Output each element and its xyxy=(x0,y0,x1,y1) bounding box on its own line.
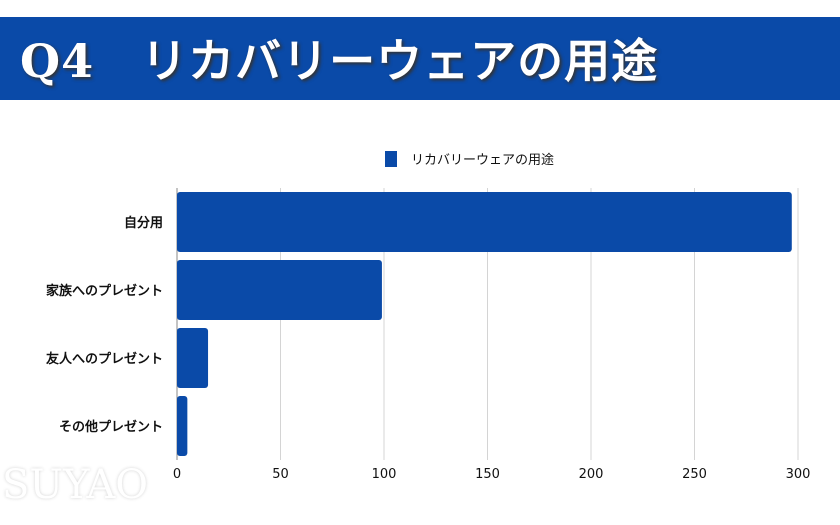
x-tick-label: 100 xyxy=(372,467,397,482)
watermark-logo: SUYAO xyxy=(2,462,149,508)
title-banner: Q4 リカバリーウェアの用途 xyxy=(0,17,840,100)
bar xyxy=(177,260,382,320)
legend-label: リカバリーウェアの用途 xyxy=(411,153,555,168)
y-category-label: 自分用 xyxy=(124,215,163,231)
legend: リカバリーウェアの用途 xyxy=(385,149,554,168)
bar xyxy=(177,396,188,456)
x-tick-label: 200 xyxy=(579,467,604,482)
legend-swatch xyxy=(385,150,397,167)
x-tick-label: 250 xyxy=(682,467,707,482)
bar xyxy=(177,192,792,252)
y-category-label: 友人へのプレゼント xyxy=(46,351,163,367)
y-category-label: 家族へのプレゼント xyxy=(46,283,163,299)
x-tick-label: 50 xyxy=(272,467,289,482)
y-category-label: その他プレゼント xyxy=(59,419,163,435)
x-tick-label: 150 xyxy=(475,467,500,482)
x-tick-label: 0 xyxy=(173,467,181,482)
bar xyxy=(177,328,209,388)
page-title: Q4 リカバリーウェアの用途 xyxy=(20,34,659,88)
x-tick-label: 300 xyxy=(786,467,811,482)
